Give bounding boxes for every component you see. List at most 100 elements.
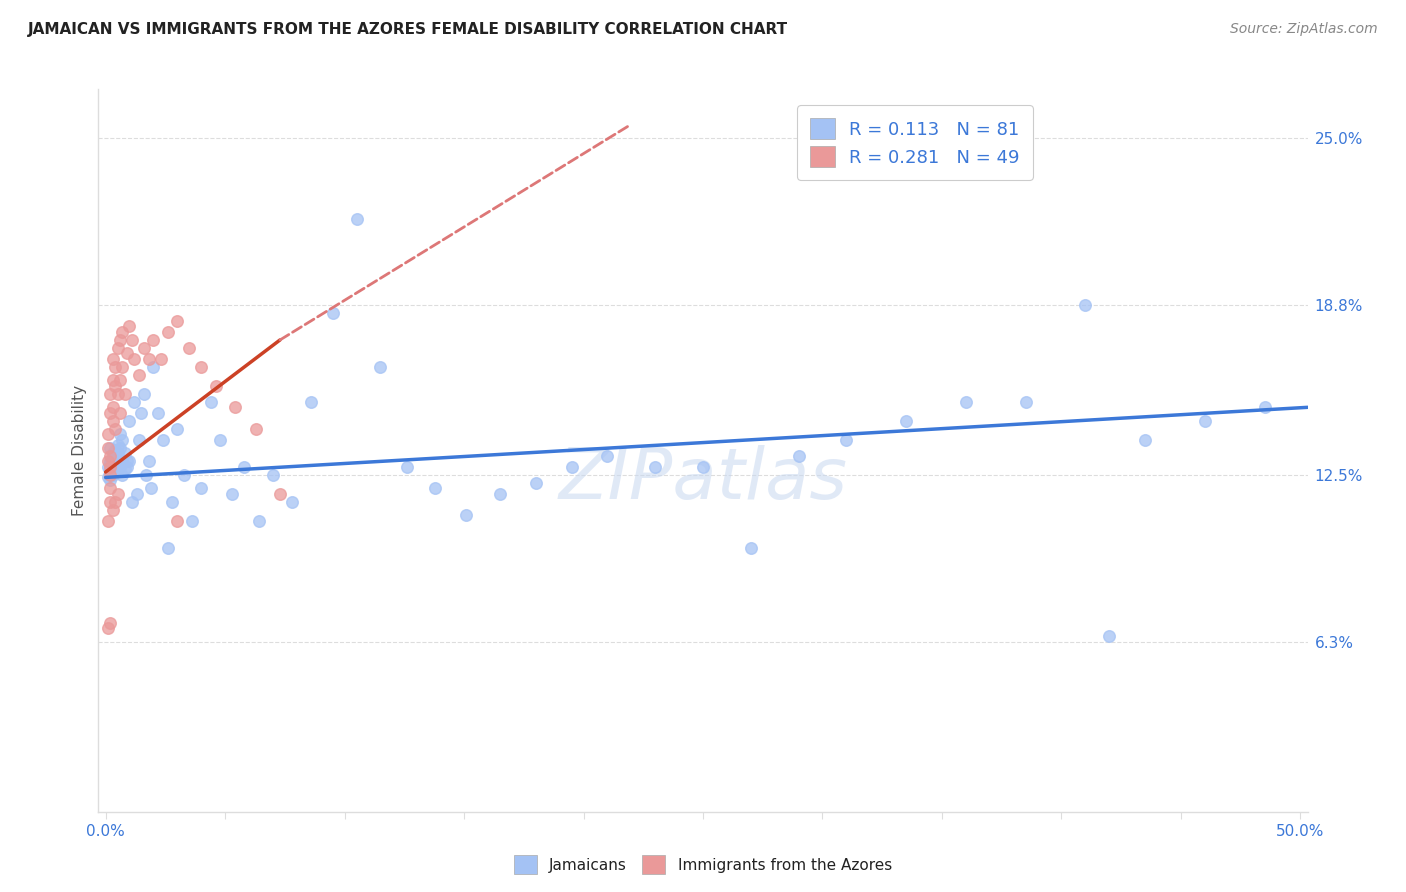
Point bbox=[101, 502, 124, 516]
Point bbox=[128, 433, 150, 447]
Point bbox=[644, 459, 666, 474]
Point bbox=[128, 368, 150, 382]
Point bbox=[132, 341, 155, 355]
Point bbox=[138, 351, 160, 366]
Point bbox=[111, 467, 134, 482]
Point bbox=[98, 457, 121, 471]
Point bbox=[97, 514, 120, 528]
Point bbox=[118, 454, 141, 468]
Point bbox=[115, 454, 138, 468]
Point bbox=[107, 454, 129, 468]
Point bbox=[114, 446, 136, 460]
Point bbox=[142, 359, 165, 374]
Point bbox=[281, 494, 304, 508]
Point bbox=[122, 395, 145, 409]
Point bbox=[111, 359, 134, 374]
Point bbox=[179, 341, 201, 355]
Point bbox=[524, 475, 547, 490]
Point bbox=[138, 454, 160, 468]
Point bbox=[561, 459, 583, 474]
Point bbox=[101, 451, 124, 466]
Point bbox=[370, 359, 392, 374]
Point bbox=[101, 459, 124, 474]
Point bbox=[1194, 414, 1216, 428]
Point bbox=[98, 473, 121, 487]
Point bbox=[98, 459, 121, 474]
Point bbox=[121, 494, 143, 508]
Point bbox=[135, 467, 157, 482]
Point bbox=[299, 395, 322, 409]
Point bbox=[97, 470, 120, 484]
Point bbox=[1253, 401, 1275, 415]
Point bbox=[233, 459, 256, 474]
Point bbox=[114, 387, 136, 401]
Point bbox=[108, 441, 131, 455]
Point bbox=[346, 211, 368, 226]
Point bbox=[122, 351, 145, 366]
Point bbox=[97, 441, 120, 455]
Point bbox=[104, 359, 127, 374]
Point bbox=[139, 481, 162, 495]
Point bbox=[108, 406, 131, 420]
Point bbox=[104, 457, 127, 471]
Point bbox=[101, 414, 124, 428]
Point bbox=[101, 373, 124, 387]
Point bbox=[98, 406, 121, 420]
Point bbox=[224, 401, 246, 415]
Legend: Jamaicans, Immigrants from the Azores: Jamaicans, Immigrants from the Azores bbox=[508, 849, 898, 880]
Point bbox=[740, 541, 762, 555]
Point bbox=[98, 494, 121, 508]
Text: JAMAICAN VS IMMIGRANTS FROM THE AZORES FEMALE DISABILITY CORRELATION CHART: JAMAICAN VS IMMIGRANTS FROM THE AZORES F… bbox=[28, 22, 789, 37]
Point bbox=[101, 401, 124, 415]
Point bbox=[787, 449, 810, 463]
Point bbox=[104, 449, 127, 463]
Point bbox=[1098, 630, 1121, 644]
Point bbox=[190, 481, 212, 495]
Point bbox=[121, 333, 143, 347]
Point bbox=[97, 427, 120, 442]
Point bbox=[190, 359, 212, 374]
Point bbox=[425, 481, 447, 495]
Point bbox=[104, 494, 127, 508]
Point bbox=[247, 514, 270, 528]
Point bbox=[456, 508, 478, 523]
Point bbox=[114, 462, 136, 476]
Point bbox=[173, 467, 195, 482]
Point bbox=[489, 486, 512, 500]
Point bbox=[125, 486, 148, 500]
Point bbox=[894, 414, 917, 428]
Point bbox=[111, 325, 134, 339]
Point bbox=[104, 443, 127, 458]
Point bbox=[149, 351, 172, 366]
Point bbox=[180, 514, 202, 528]
Point bbox=[104, 422, 127, 436]
Point bbox=[955, 395, 977, 409]
Point bbox=[98, 449, 121, 463]
Point bbox=[108, 373, 131, 387]
Point bbox=[98, 615, 121, 630]
Point bbox=[200, 395, 222, 409]
Legend: R = 0.113   N = 81, R = 0.281   N = 49: R = 0.113 N = 81, R = 0.281 N = 49 bbox=[797, 105, 1032, 179]
Point bbox=[156, 325, 179, 339]
Point bbox=[204, 378, 226, 392]
Point bbox=[395, 459, 418, 474]
Point bbox=[104, 378, 127, 392]
Y-axis label: Female Disability: Female Disability bbox=[72, 384, 87, 516]
Point bbox=[115, 346, 138, 360]
Point bbox=[152, 433, 174, 447]
Point bbox=[107, 459, 129, 474]
Point bbox=[596, 449, 619, 463]
Point bbox=[118, 319, 141, 334]
Point bbox=[835, 433, 858, 447]
Text: Source: ZipAtlas.com: Source: ZipAtlas.com bbox=[1230, 22, 1378, 37]
Point bbox=[132, 387, 155, 401]
Point bbox=[101, 446, 124, 460]
Point bbox=[107, 486, 129, 500]
Point bbox=[1074, 298, 1097, 312]
Point bbox=[101, 465, 124, 479]
Point bbox=[142, 333, 165, 347]
Point bbox=[262, 467, 284, 482]
Point bbox=[97, 454, 120, 468]
Point bbox=[98, 454, 121, 468]
Point bbox=[98, 481, 121, 495]
